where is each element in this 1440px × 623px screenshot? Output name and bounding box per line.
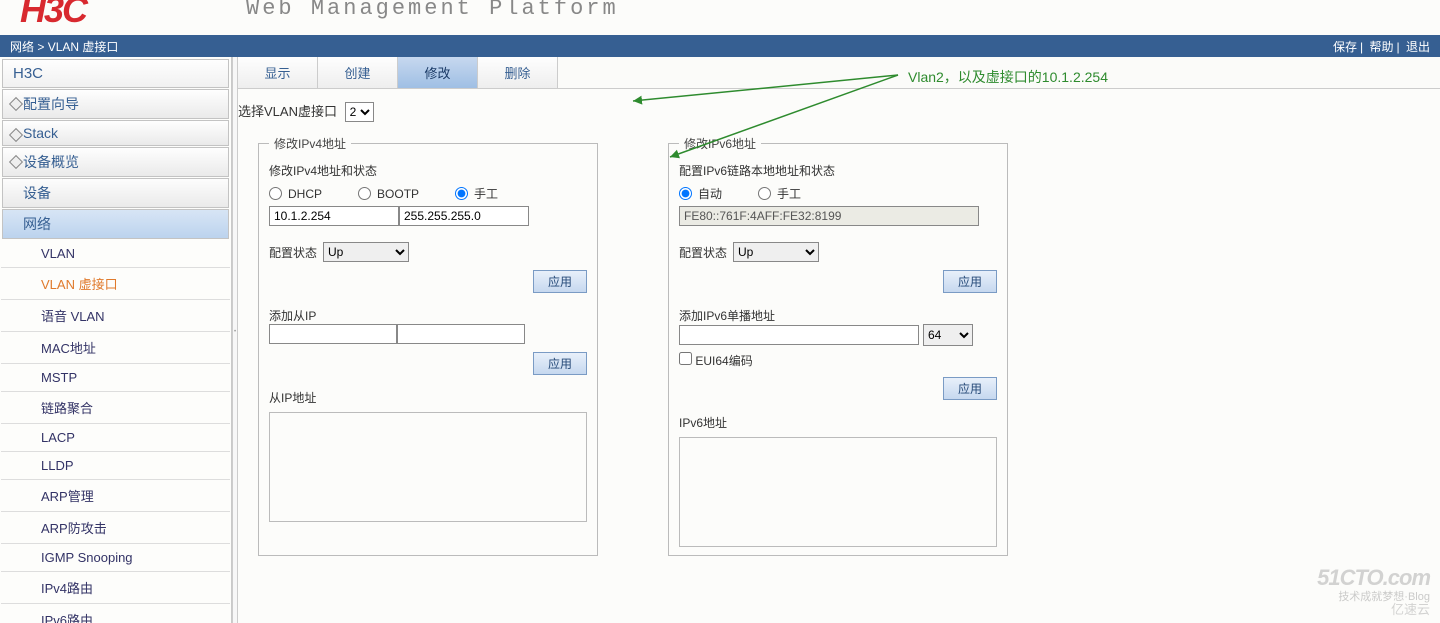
ipv4-legend: 修改IPv4地址 xyxy=(269,135,351,152)
breadcrumb-sep: > xyxy=(37,40,44,54)
sidebar: H3C 配置向导 Stack 设备概览 设备 网络 VLANVLAN 虚接口语音… xyxy=(0,57,232,623)
sidebar-item-arp-[interactable]: ARP管理 xyxy=(1,480,230,512)
header-links: 保存| 帮助| 退出 xyxy=(1333,38,1430,55)
sidebar-group-overview[interactable]: 设备概览 xyxy=(2,147,229,177)
ipv4-panel: 修改IPv4地址 修改IPv4地址和状态 DHCP BOOTP 手工 配置状态 … xyxy=(258,135,598,556)
sidebar-group-network[interactable]: 网络 xyxy=(2,209,229,239)
brand-logo: H3C xyxy=(20,0,86,20)
logo-bar: H3C Web Management Platform xyxy=(0,0,1440,35)
ipv6-cfg-select[interactable]: Up xyxy=(733,242,819,262)
ipv6-subtitle: 配置IPv6链路本地地址和状态 xyxy=(679,162,997,179)
tab-modify[interactable]: 修改 xyxy=(398,57,478,88)
sidebar-item--[interactable]: 链路聚合 xyxy=(1,392,230,424)
ipv4-cfg-select[interactable]: Up xyxy=(323,242,409,262)
ipv6-unicast-input[interactable] xyxy=(679,325,919,345)
ipv4-ip-input[interactable] xyxy=(269,206,399,226)
ipv4-radio-manual-label[interactable]: 手工 xyxy=(455,185,498,202)
exit-link[interactable]: 退出 xyxy=(1406,40,1430,54)
ipv4-subip-input[interactable] xyxy=(269,324,397,344)
breadcrumb-vlanif[interactable]: VLAN 虚接口 xyxy=(48,40,119,54)
ipv4-apply-button[interactable]: 应用 xyxy=(533,270,587,293)
sidebar-item-lacp[interactable]: LACP xyxy=(1,424,230,452)
sidebar-item-ipv4-[interactable]: IPv4路由 xyxy=(1,572,230,604)
ipv6-linklocal-input xyxy=(679,206,979,226)
ipv6-radio-auto-label[interactable]: 自动 xyxy=(679,185,722,202)
ipv4-sublist-label: 从IP地址 xyxy=(269,389,587,406)
sidebar-group-wizard[interactable]: 配置向导 xyxy=(2,89,229,119)
platform-title: Web Management Platform xyxy=(246,0,619,18)
sidebar-group-device[interactable]: 设备 xyxy=(2,178,229,208)
ipv4-submask-input[interactable] xyxy=(397,324,525,344)
ipv6-legend: 修改IPv6地址 xyxy=(679,135,761,152)
ipv6-prefix-select[interactable]: 64 xyxy=(923,324,973,346)
sidebar-item-ipv6-[interactable]: IPv6路由 xyxy=(1,604,230,623)
sidebar-item-vlan-[interactable]: VLAN 虚接口 xyxy=(1,268,230,300)
ipv4-radio-manual[interactable] xyxy=(455,187,468,200)
main-content: 显示 创建 修改 删除 选择VLAN虚接口 2 Vlan2，以及虚接口的10.1… xyxy=(238,57,1440,623)
ipv4-radio-dhcp[interactable] xyxy=(269,187,282,200)
ipv4-cfg-label: 配置状态 xyxy=(269,244,317,261)
ipv6-panel: 修改IPv6地址 配置IPv6链路本地地址和状态 自动 手工 配置状态 Up 应… xyxy=(668,135,1008,556)
ipv4-mask-input[interactable] xyxy=(399,206,529,226)
ipv4-subip-label: 添加从IP xyxy=(269,307,587,324)
ipv4-subtitle: 修改IPv4地址和状态 xyxy=(269,162,587,179)
ipv6-cfg-label: 配置状态 xyxy=(679,244,727,261)
ipv6-list[interactable] xyxy=(679,437,997,547)
sidebar-item-vlan[interactable]: VLAN xyxy=(1,240,230,268)
ipv6-radio-manual[interactable] xyxy=(758,187,771,200)
ipv6-radio-auto[interactable] xyxy=(679,187,692,200)
ipv4-radio-bootp[interactable] xyxy=(358,187,371,200)
sidebar-item-igmp-snooping[interactable]: IGMP Snooping xyxy=(1,544,230,572)
ipv6-unicast-label: 添加IPv6单播地址 xyxy=(679,307,997,324)
vlan-select-row: 选择VLAN虚接口 2 xyxy=(238,89,1440,130)
tabs: 显示 创建 修改 删除 xyxy=(238,57,1440,89)
sidebar-item-mstp[interactable]: MSTP xyxy=(1,364,230,392)
sidebar-item-mac-[interactable]: MAC地址 xyxy=(1,332,230,364)
annotation-text: Vlan2，以及虚接口的10.1.2.254 xyxy=(908,67,1108,87)
sidebar-root[interactable]: H3C xyxy=(2,59,229,88)
tab-delete[interactable]: 删除 xyxy=(478,57,558,88)
ipv6-list-label: IPv6地址 xyxy=(679,414,997,431)
help-link[interactable]: 帮助 xyxy=(1370,40,1394,54)
breadcrumb-network[interactable]: 网络 xyxy=(10,40,34,54)
sidebar-item-lldp[interactable]: LLDP xyxy=(1,452,230,480)
ipv6-eui64-label[interactable]: EUI64编码 xyxy=(679,354,753,368)
breadcrumb: 网络 > VLAN 虚接口 xyxy=(10,38,118,55)
vlan-select[interactable]: 2 xyxy=(345,102,374,122)
tab-display[interactable]: 显示 xyxy=(238,57,318,88)
ipv6-radio-manual-label[interactable]: 手工 xyxy=(758,185,801,202)
ipv4-subip-apply-button[interactable]: 应用 xyxy=(533,352,587,375)
ipv6-unicast-apply-button[interactable]: 应用 xyxy=(943,377,997,400)
sidebar-item--vlan[interactable]: 语音 VLAN xyxy=(1,300,230,332)
ipv6-eui64-checkbox[interactable] xyxy=(679,352,692,365)
ipv4-sublist[interactable] xyxy=(269,412,587,522)
sidebar-item-arp-[interactable]: ARP防攻击 xyxy=(1,512,230,544)
sidebar-group-stack[interactable]: Stack xyxy=(2,120,229,146)
ipv4-radio-bootp-label[interactable]: BOOTP xyxy=(358,187,419,201)
ipv6-apply-button[interactable]: 应用 xyxy=(943,270,997,293)
tab-create[interactable]: 创建 xyxy=(318,57,398,88)
breadcrumb-bar: 网络 > VLAN 虚接口 保存| 帮助| 退出 xyxy=(0,35,1440,57)
vlan-select-label: 选择VLAN虚接口 xyxy=(238,104,337,119)
ipv4-radio-dhcp-label[interactable]: DHCP xyxy=(269,187,322,201)
save-link[interactable]: 保存 xyxy=(1333,40,1357,54)
